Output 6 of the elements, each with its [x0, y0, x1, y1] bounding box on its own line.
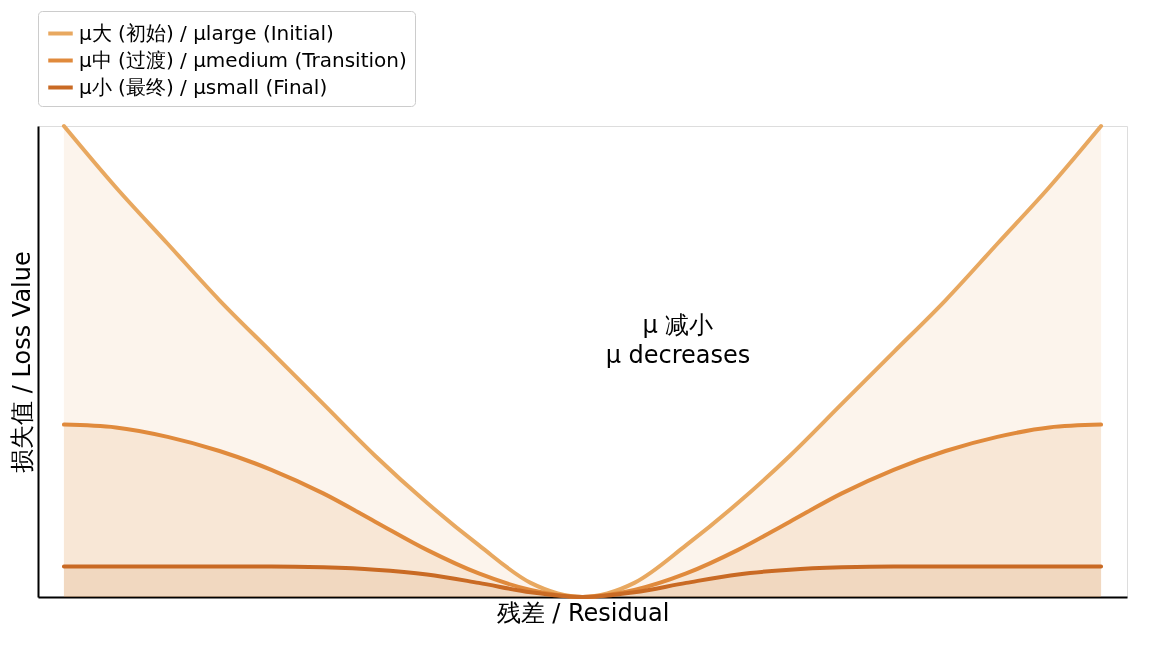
y-axis-title: 损失值 / Loss Value	[7, 251, 36, 473]
legend-label: μ中 (过渡) / μmedium (Transition)	[79, 47, 407, 72]
legend-label: μ小 (最终) / μsmall (Final)	[79, 74, 328, 99]
x-axis-title: 残差 / Residual	[496, 598, 670, 627]
legend-label: μ大 (初始) / μlarge (Initial)	[79, 20, 334, 45]
annotation: μ 减小 μ decreases	[605, 311, 751, 369]
